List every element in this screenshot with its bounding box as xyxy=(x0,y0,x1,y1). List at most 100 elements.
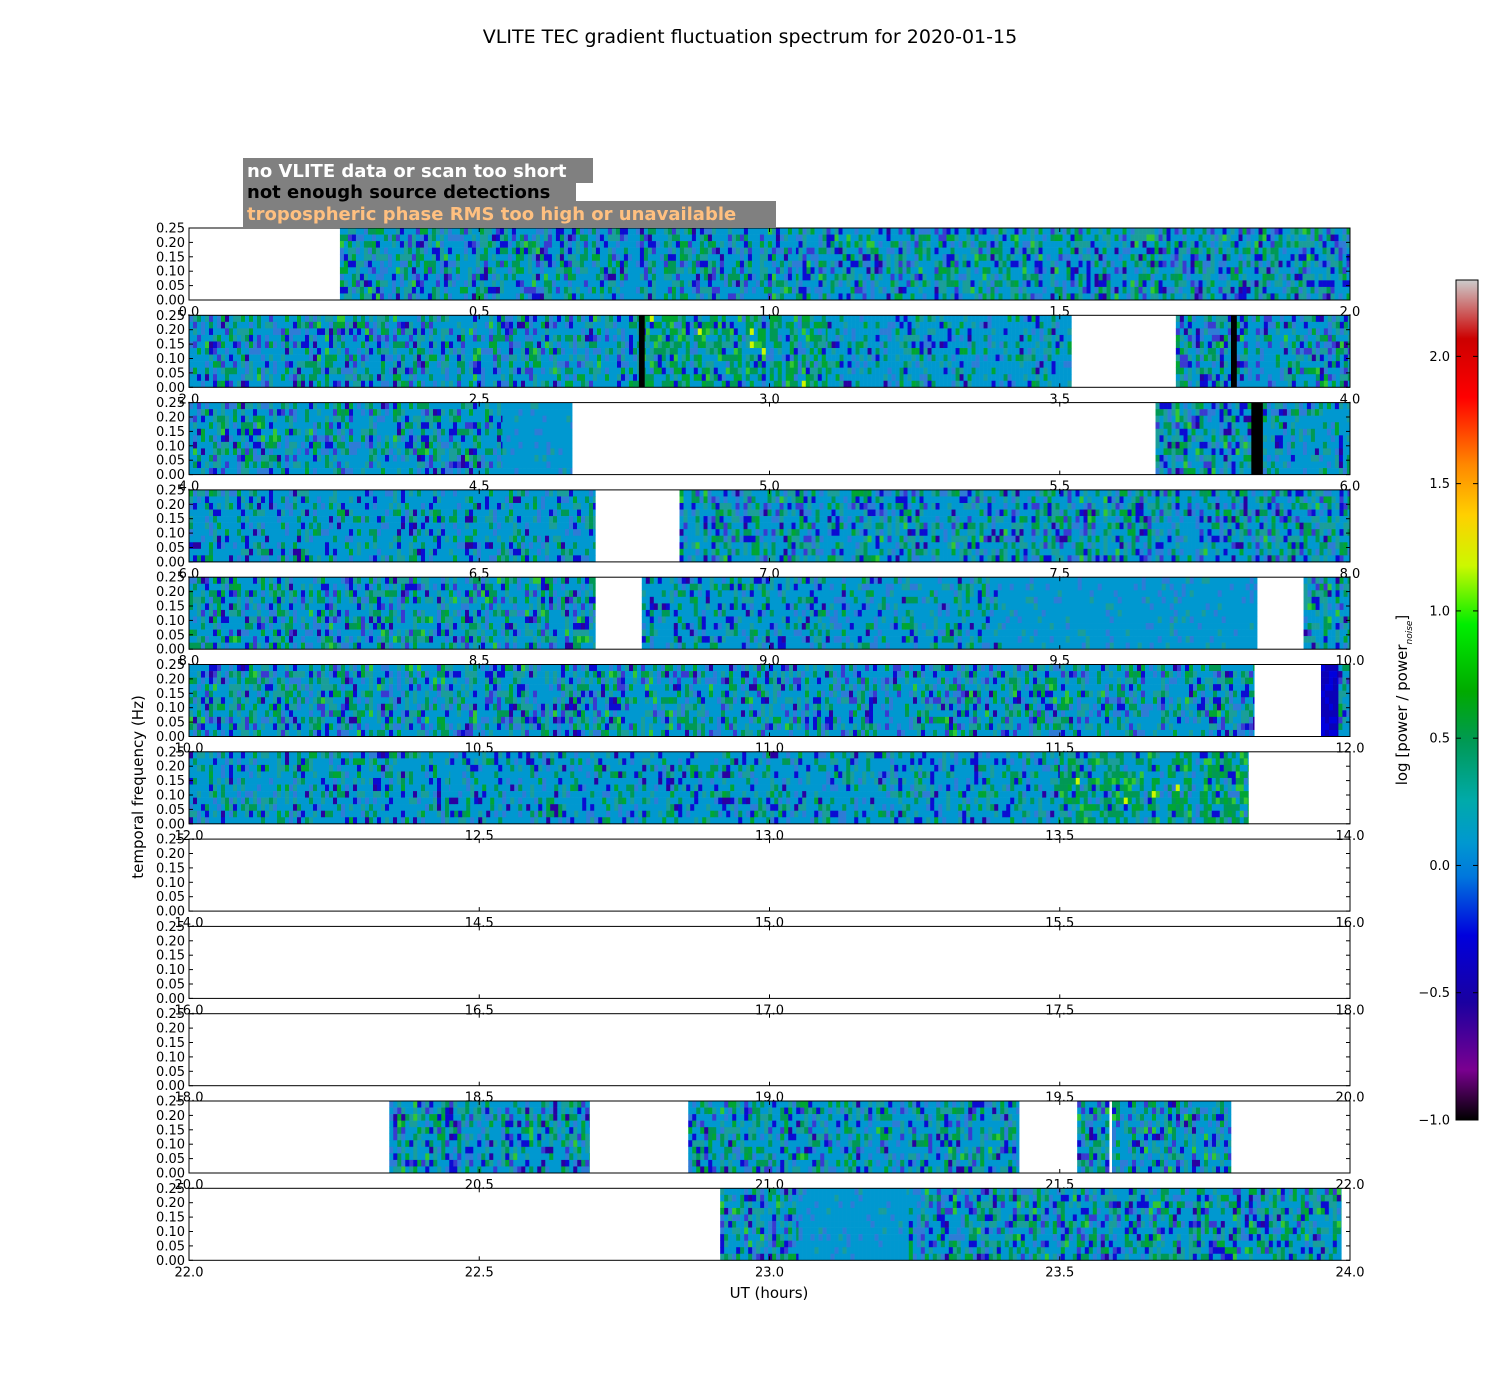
y-tick-label: 0.00 xyxy=(156,294,185,309)
y-tick-label: 0.10 xyxy=(156,614,185,629)
colorbar-tick-label: 2.0 xyxy=(1429,350,1450,365)
x-tick-label: 19.5 xyxy=(1045,1091,1074,1106)
x-tick-label: 14.0 xyxy=(175,916,204,931)
x-tick-label: 12.5 xyxy=(465,829,494,844)
y-tick-label: 0.25 xyxy=(156,745,185,760)
colorbar-tick-label: 1.5 xyxy=(1429,477,1450,492)
y-tick-label: 0.00 xyxy=(156,1167,185,1182)
y-tick-label: 0.05 xyxy=(156,279,185,294)
panel-2: 0.000.050.100.150.200.252.0 2.5 3.0 3.5 4.0 xyxy=(156,309,1360,408)
panel-7: 0.000.050.100.150.200.25 12.0 12.5 13.0 13.5… xyxy=(156,745,1364,844)
flag-bar xyxy=(638,315,645,388)
spectrum-block xyxy=(798,228,1351,301)
legend-bg-3 xyxy=(243,201,776,227)
colorbar-tick-label: 1.0 xyxy=(1429,604,1450,619)
y-tick-label: 0.10 xyxy=(156,1050,185,1065)
spectrum-block xyxy=(189,664,1255,737)
spectrum-block xyxy=(189,315,643,388)
spectrum-block xyxy=(1262,402,1351,475)
legend-bg-2 xyxy=(243,180,576,205)
colorbar: −1.0 −0.5 0.0 0.5 1.0 1.5 2.0 log [power / pow… xyxy=(1393,279,1479,1129)
spectrum-block xyxy=(641,315,828,388)
y-tick-label: 0.25 xyxy=(156,658,185,673)
y-tick-label: 0.25 xyxy=(156,833,185,848)
spectrum-block xyxy=(688,1101,1020,1174)
y-tick-label: 0.10 xyxy=(156,701,185,716)
y-tick-label: 0.00 xyxy=(156,905,185,920)
y-tick-label: 0.00 xyxy=(156,381,185,396)
y-tick-label: 0.15 xyxy=(156,250,185,265)
x-tick-label: 13.0 xyxy=(755,829,784,844)
panel-frame xyxy=(188,838,1351,912)
y-tick-label: 0.10 xyxy=(156,789,185,804)
x-tick-label: 23.0 xyxy=(755,1265,784,1280)
panel-3: 0.000.050.100.150.200.254.0 4.5 5.0 5.5 6.0 xyxy=(156,396,1360,495)
y-tick-label: 0.15 xyxy=(156,861,185,876)
y-tick-label: 0.10 xyxy=(156,527,185,542)
colorbar-ticks: −1.0 −0.5 0.0 0.5 1.0 1.5 2.0 xyxy=(1418,350,1478,1129)
y-tick-label: 0.00 xyxy=(156,1079,185,1094)
y-tick-label: 0.20 xyxy=(156,1196,185,1211)
y-tick-label: 0.05 xyxy=(156,1239,185,1254)
spectrum-block xyxy=(189,577,596,650)
x-tick-label: 20.0 xyxy=(1336,1091,1365,1106)
colorbar-gradient xyxy=(1455,279,1479,1121)
y-tick-label: 0.15 xyxy=(156,338,185,353)
flag-bar xyxy=(1251,402,1263,475)
x-tick-label: 17.5 xyxy=(1045,1003,1074,1018)
y-tick-label: 0.25 xyxy=(156,1007,185,1022)
legend-bg-1 xyxy=(243,158,593,183)
y-tick-label: 0.10 xyxy=(156,963,185,978)
y-tick-label: 0.15 xyxy=(156,774,185,789)
x-tick-label: 3.5 xyxy=(1049,392,1070,407)
spectrum-block xyxy=(389,1101,590,1174)
y-tick-label: 0.15 xyxy=(156,512,185,527)
panel-12: 0.000.050.100.150.200.25 22.0 22.5 23.0 23.5… xyxy=(156,1182,1364,1281)
y-tick-label: 0.05 xyxy=(156,716,185,731)
x-axis-label: UT (hours) xyxy=(730,1284,809,1302)
spectrum-block xyxy=(1338,664,1351,737)
x-tick-label: 3.0 xyxy=(759,392,780,407)
spectrum-block xyxy=(339,228,799,301)
y-tick-label: 0.20 xyxy=(156,760,185,775)
x-tick-label: 12.0 xyxy=(175,829,204,844)
x-tick-label: 22.0 xyxy=(1336,1178,1365,1193)
panel-4: 0.000.050.100.150.200.256.0 6.5 7.0 7.5 8.0 xyxy=(156,483,1360,582)
y-tick-label: 0.00 xyxy=(156,992,185,1007)
spectrum-block xyxy=(189,402,503,475)
y-tick-label: 0.05 xyxy=(156,366,185,381)
y-tick-label: 0.25 xyxy=(156,396,185,411)
x-tick-label: 15.5 xyxy=(1045,916,1074,931)
spectrum-block xyxy=(798,1188,910,1261)
spectrum-block xyxy=(450,751,1061,825)
spectrum-block xyxy=(679,489,1351,563)
spectrum-block xyxy=(189,751,451,825)
y-tick-label: 0.00 xyxy=(156,730,185,745)
y-tick-label: 0.25 xyxy=(156,309,185,324)
x-tick-label: 15.0 xyxy=(755,916,784,931)
spectrum-block xyxy=(1155,402,1252,475)
panel-frame xyxy=(188,925,1351,999)
y-axis-label: temporal frequency (Hz) xyxy=(129,695,147,879)
y-tick-label: 0.20 xyxy=(156,411,185,426)
x-tick-label: 13.5 xyxy=(1045,829,1074,844)
panels: 0.000.050.100.150.200.250.0 0.5 1.0 1.5 2.00… xyxy=(156,222,1364,1281)
x-tick-label: 12.0 xyxy=(1336,742,1365,757)
x-tick-label: 17.0 xyxy=(755,1003,784,1018)
x-tick-label: 16.0 xyxy=(175,1003,204,1018)
y-tick-label: 0.10 xyxy=(156,1138,185,1153)
y-tick-label: 0.10 xyxy=(156,439,185,454)
y-tick-label: 0.05 xyxy=(156,978,185,993)
y-tick-label: 0.20 xyxy=(156,847,185,862)
spectrum-block xyxy=(827,315,1072,388)
x-tick-label: 18.0 xyxy=(175,1091,204,1106)
spectrum-block xyxy=(1320,664,1339,737)
x-tick-label: 16.5 xyxy=(465,1003,494,1018)
spectrum-block xyxy=(1175,315,1351,388)
y-tick-label: 0.20 xyxy=(156,1022,185,1037)
y-tick-label: 0.20 xyxy=(156,585,185,600)
